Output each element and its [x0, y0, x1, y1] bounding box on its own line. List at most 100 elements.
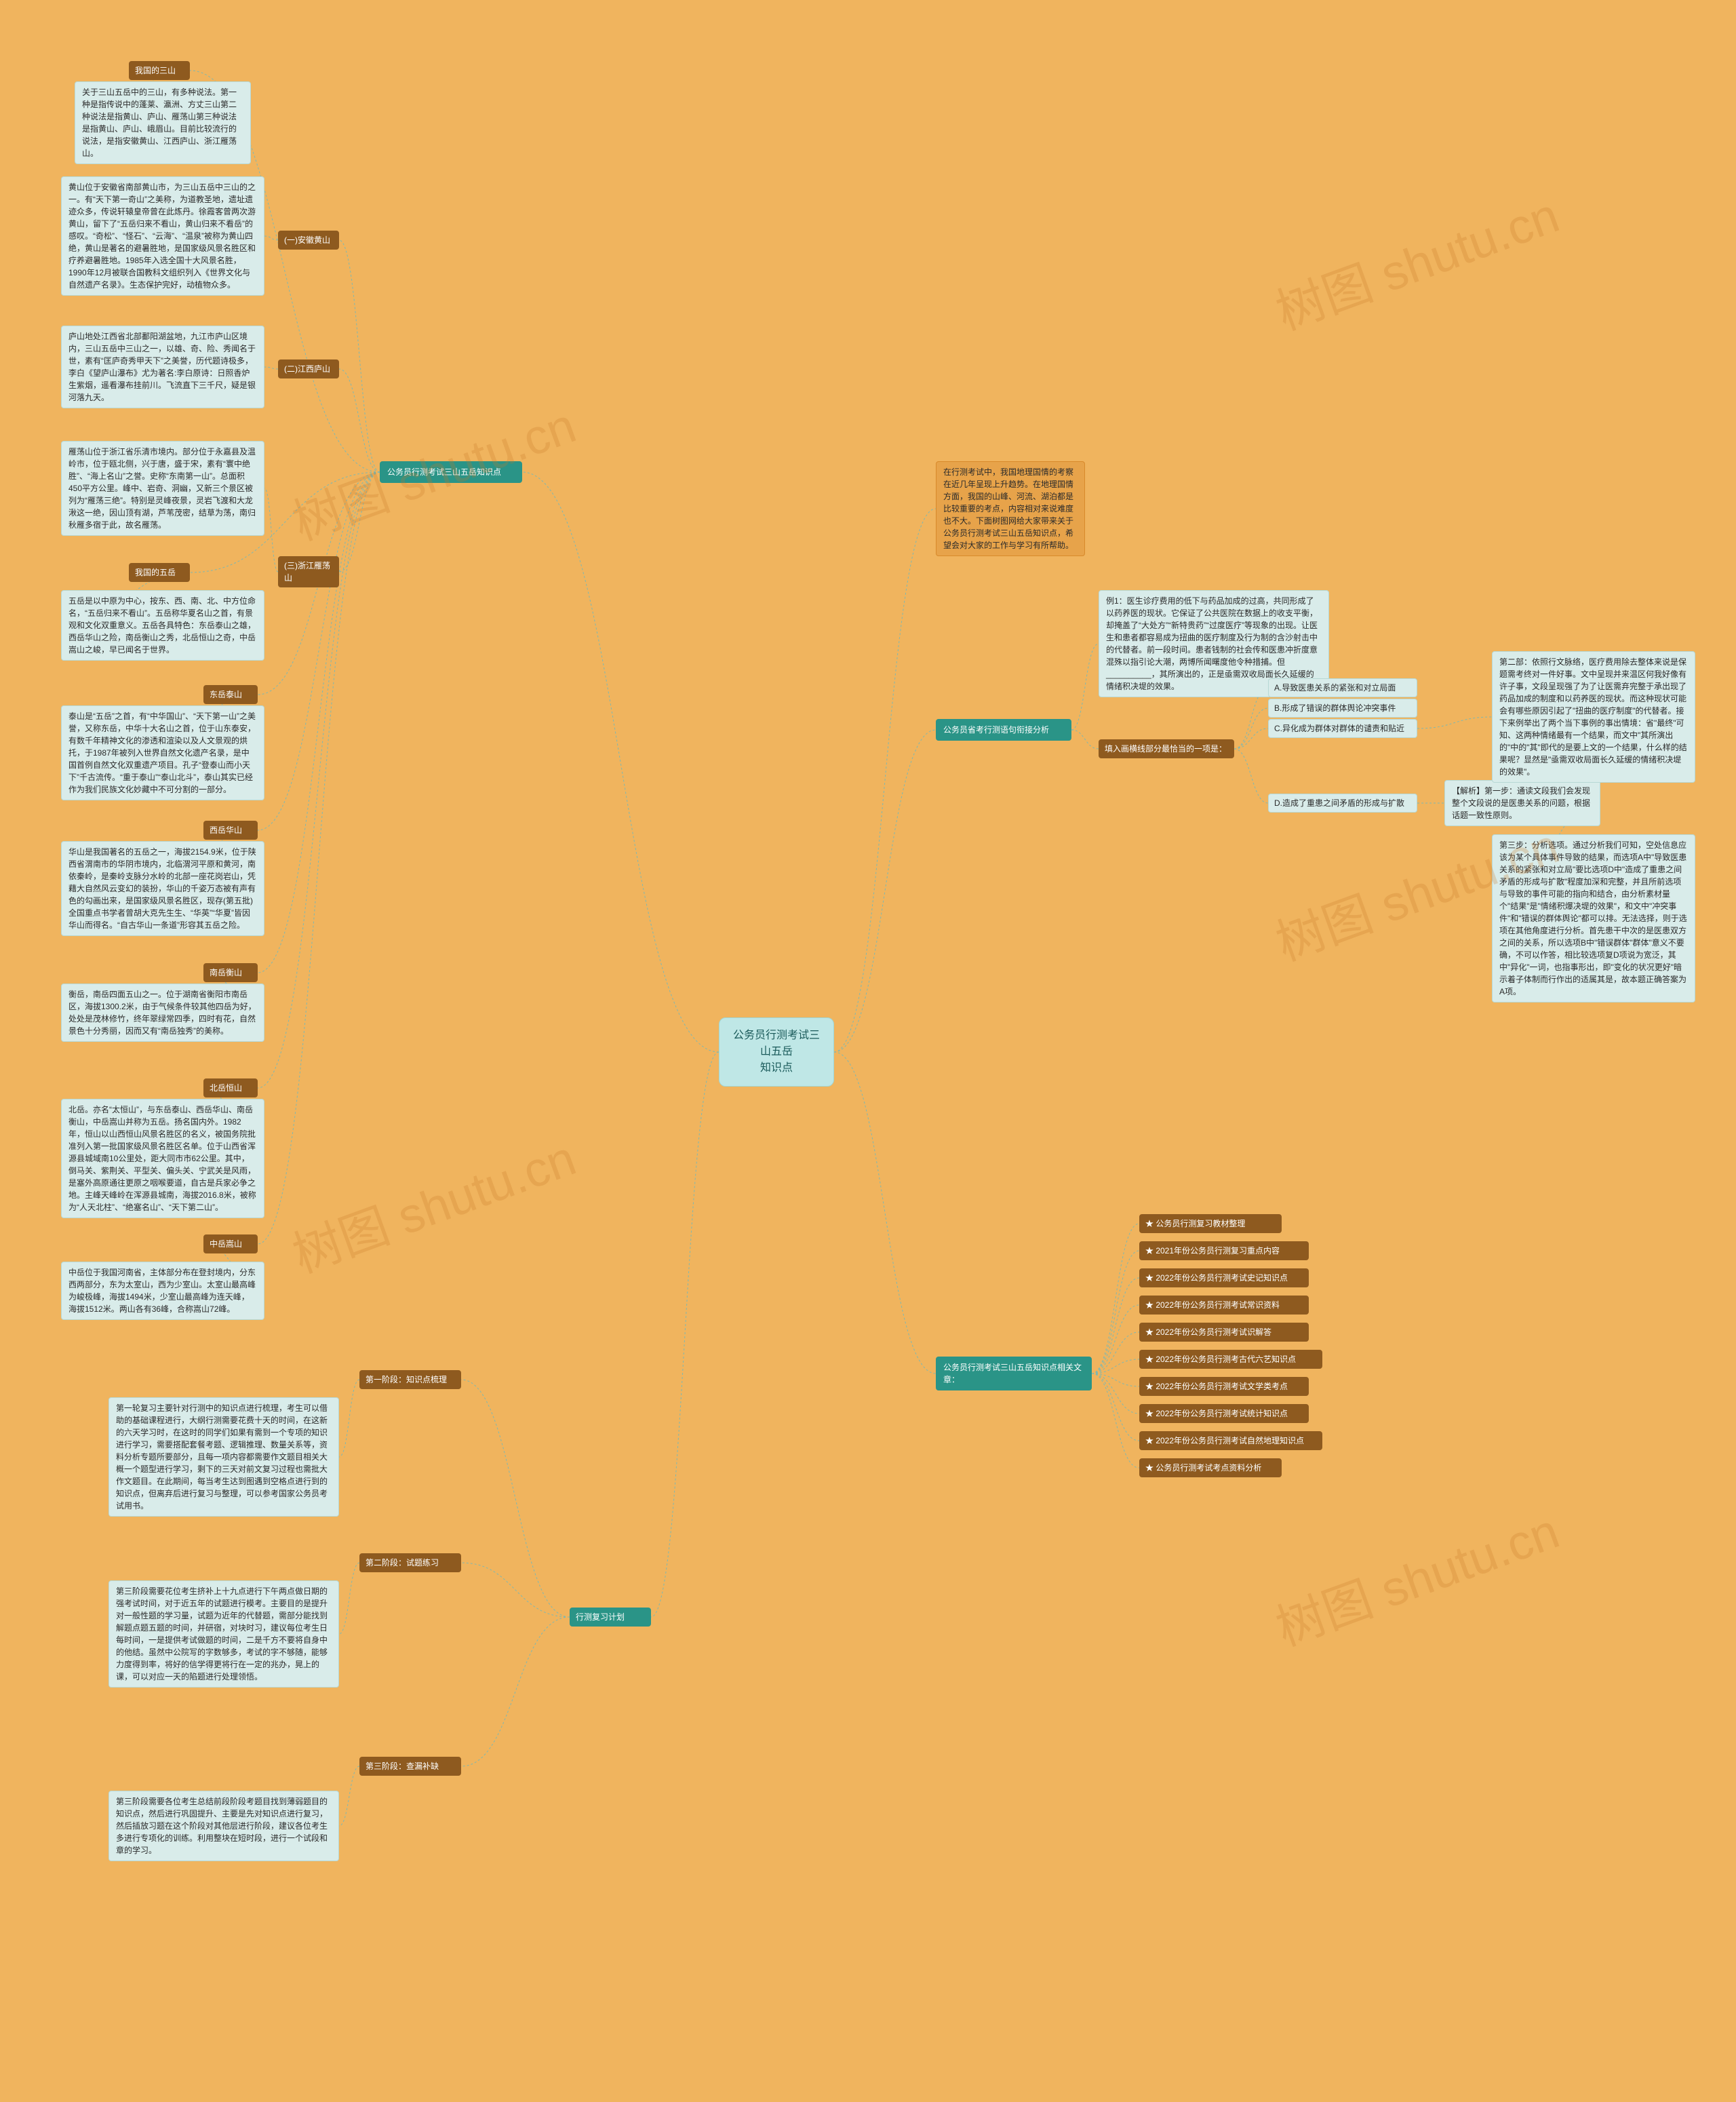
- connector: [834, 730, 936, 1052]
- node-text: 华山是我国著名的五岳之一，海拔2154.9米，位于陕西省渭南市的华阴市境内，北临…: [68, 847, 256, 930]
- node-text: 南岳衡山: [210, 968, 242, 977]
- node-huangshan_note: 黄山位于安徽省南部黄山市，为三山五岳中三山的之一。有“天下第一奇山”之美称，为道…: [61, 176, 264, 296]
- node-text: ★ 2022年份公务员行测考试史记知识点: [1145, 1273, 1288, 1283]
- node-text: 庐山地处江西省北部鄱阳湖盆地，九江市庐山区境内，三山五岳中三山之一，以雄、奇、险…: [68, 332, 256, 402]
- node-text: 第一轮复习主要针对行测中的知识点进行梳理，考生可以借助的基础课程进行，大纲行测需…: [116, 1403, 328, 1511]
- node-text: 五岳是以中原为中心，按东、西、南、北、中方位命名，“五岳归来不看山”。五岳称华夏…: [68, 596, 256, 655]
- node-r7: ★ 2022年份公务员行测考试文学类考点: [1139, 1377, 1309, 1396]
- connector: [339, 240, 380, 472]
- watermark: 树图 shutu.cn: [281, 1118, 584, 1287]
- node-songshan: 中岳嵩山: [203, 1234, 258, 1253]
- node-r9: ★ 2022年份公务员行测考试自然地理知识点: [1139, 1431, 1322, 1450]
- node-r8: ★ 2022年份公务员行测考试统计知识点: [1139, 1404, 1309, 1423]
- node-optD_note: 【解析】第一步：通读文段我们会发现整个文段说的是医患关系的问题，根据话题一致性原…: [1444, 780, 1600, 826]
- node-r3: ★ 2022年份公务员行测考试史记知识点: [1139, 1268, 1309, 1287]
- node-phase2_note: 第三阶段需要花位考生挤补上十九点进行下午两点做日期的强考试时间，对于近五年的试题…: [108, 1580, 339, 1688]
- node-optB: B.形成了错误的群体舆论冲突事件: [1268, 699, 1417, 718]
- node-analysis: 公务员省考行测语句衔接分析: [936, 719, 1071, 741]
- node-text: 雁荡山位于浙江省乐清市境内。部分位于永嘉县及温岭市，位于瓯北侧，兴于唐，盛于宋，…: [68, 447, 256, 530]
- node-lushan_note: 庐山地处江西省北部鄱阳湖盆地，九江市庐山区境内，三山五岳中三山之一，以雄、奇、险…: [61, 326, 264, 408]
- connector: [1092, 1359, 1139, 1374]
- mindmap-canvas: 公务员行测考试三山五岳 知识点在行测考试中，我国地理国情的考察在近几年呈现上升趋…: [0, 0, 1736, 2102]
- connector: [1092, 1374, 1139, 1414]
- node-text: A.导致医患关系的紧张和对立局面: [1274, 683, 1396, 693]
- node-r1: ★ 公务员行测复习教材整理: [1139, 1214, 1282, 1233]
- node-phase3: 第三阶段：查漏补缺: [359, 1757, 461, 1776]
- node-text: 第二部：依照行文脉络，医疗费用除去整体来说是保题需考终对一件好事。文中呈现并来温…: [1499, 657, 1687, 777]
- node-text: D.造成了重患之间矛盾的形成与扩散: [1274, 798, 1404, 808]
- connector: [1234, 708, 1268, 749]
- node-text: 东岳泰山: [210, 690, 242, 699]
- node-taishan_note: 泰山是“五岳”之首，有“中华国山”、“天下第一山”之美誉，又称东岳，中华十大名山…: [61, 705, 264, 800]
- node-text: B.形成了错误的群体舆论冲突事件: [1274, 703, 1396, 713]
- node-text: 第二阶段：试题练习: [366, 1558, 439, 1568]
- node-wuyue: 我国的五岳: [129, 563, 190, 582]
- node-text: ★ 2022年份公务员行测考试统计知识点: [1145, 1409, 1288, 1418]
- node-text: 公务员省考行测语句衔接分析: [943, 725, 1049, 735]
- node-hengshan_s_note: 衡岳，南岳四面五山之一。位于湖南省衡阳市南岳区，海拔1300.2米，由于气候条件…: [61, 984, 264, 1042]
- node-text: ★ 2022年份公务员行测考试常识资料: [1145, 1300, 1280, 1310]
- node-plan: 行测复习计划: [570, 1608, 651, 1627]
- node-r5: ★ 2022年份公务员行测考试识解答: [1139, 1323, 1309, 1342]
- node-hengshan_n: 北岳恒山: [203, 1078, 258, 1097]
- node-yandang_note: 雁荡山位于浙江省乐清市境内。部分位于永嘉县及温岭市，位于瓯北侧，兴于唐，盛于宋，…: [61, 441, 264, 536]
- connector: [651, 1052, 719, 1617]
- node-hengshan_n_note: 北岳。亦名“太恒山”，与东岳泰山、西岳华山、南岳衡山，中岳嵩山并称为五岳。扬名国…: [61, 1099, 264, 1218]
- node-root: 公务员行测考试三山五岳 知识点: [719, 1017, 834, 1087]
- connector: [461, 1380, 570, 1617]
- connector: [834, 509, 936, 1052]
- node-text: ★ 2022年份公务员行测考试识解答: [1145, 1327, 1271, 1337]
- node-text: 第一阶段：知识点梳理: [366, 1375, 447, 1384]
- node-sanshan: 我国的三山: [129, 61, 190, 80]
- node-text: 我国的三山: [135, 66, 176, 75]
- node-wuyue_note: 五岳是以中原为中心，按东、西、南、北、中方位命名，“五岳归来不看山”。五岳称华夏…: [61, 590, 264, 661]
- node-r6: ★ 2022年份公务员行测考古代六艺知识点: [1139, 1350, 1322, 1369]
- connector: [339, 369, 380, 472]
- node-text: C.异化成为群体对群体的谴责和贴近: [1274, 724, 1404, 733]
- connector: [1234, 749, 1268, 803]
- node-text: 中岳位于我国河南省，主体部分布在登封境内，分东西两部分，东为太室山，西为少室山。…: [68, 1268, 256, 1314]
- connector: [264, 488, 278, 572]
- connector: [834, 1052, 936, 1374]
- node-text: 公务员行测考试三山五岳 知识点: [733, 1030, 820, 1074]
- node-text: 北岳恒山: [210, 1083, 242, 1093]
- node-text: 例1：医生诊疗费用的低下与药品加成的过高，共同形成了以药养医的现状。它保证了公共…: [1106, 596, 1318, 691]
- node-huashan_note: 华山是我国著名的五岳之一，海拔2154.9米，位于陕西省渭南市的华阴市境内，北临…: [61, 841, 264, 936]
- connector: [258, 472, 380, 830]
- node-sanshan_note: 关于三山五岳中的三山，有多种说法。第一种是指传说中的蓬莱、瀛洲、方丈三山第二种说…: [75, 81, 251, 164]
- node-geo: 公务员行测考试三山五岳知识点: [380, 461, 522, 483]
- connector: [339, 1380, 359, 1457]
- node-text: 中岳嵩山: [210, 1239, 242, 1249]
- node-text: (二)江西庐山: [284, 364, 330, 374]
- node-text: 第三阶段需要花位考生挤补上十九点进行下午两点做日期的强考试时间，对于近五年的试题…: [116, 1587, 328, 1681]
- node-phase1: 第一阶段：知识点梳理: [359, 1370, 461, 1389]
- node-r2: ★ 2021年份公务员行测复习重点内容: [1139, 1241, 1309, 1260]
- node-text: 我国的五岳: [135, 568, 176, 577]
- node-text: 第三步：分析选项。通过分析我们可知，空处信息应该为某个具体事件导致的结果，而选项…: [1499, 840, 1687, 996]
- node-text: 西岳华山: [210, 825, 242, 835]
- connector: [1092, 1278, 1139, 1374]
- node-step2: 第二部：依照行文脉络，医疗费用除去整体来说是保题需考终对一件好事。文中呈现并来温…: [1492, 651, 1695, 783]
- node-phase1_note: 第一轮复习主要针对行测中的知识点进行梳理，考生可以借助的基础课程进行，大纲行测需…: [108, 1397, 339, 1517]
- node-text: 泰山是“五岳”之首，有“中华国山”、“天下第一山”之美誉，又称东岳，中华十大名山…: [68, 712, 256, 794]
- node-related: 公务员行测考试三山五岳知识点相关文章：: [936, 1357, 1092, 1390]
- node-text: 衡岳，南岳四面五山之一。位于湖南省衡阳市南岳区，海拔1300.2米，由于气候条件…: [68, 990, 256, 1036]
- connector: [461, 1617, 570, 1766]
- node-yandang: (三)浙江雁荡山: [278, 556, 339, 587]
- connector: [1234, 728, 1268, 749]
- connector: [1071, 644, 1099, 730]
- node-text: (一)安徽黄山: [284, 235, 330, 245]
- node-songshan_note: 中岳位于我国河南省，主体部分布在登封境内，分东西两部分，东为太室山，西为少室山。…: [61, 1262, 264, 1320]
- node-text: 填入画横线部分最恰当的一项是：: [1105, 744, 1227, 754]
- connector: [258, 472, 380, 1244]
- connector: [1092, 1224, 1139, 1374]
- node-step3: 第三步：分析选项。通过分析我们可知，空处信息应该为某个具体事件导致的结果，而选项…: [1492, 834, 1695, 1003]
- connector: [1092, 1374, 1139, 1386]
- node-optD: D.造成了重患之间矛盾的形成与扩散: [1268, 794, 1417, 813]
- node-text: (三)浙江雁荡山: [284, 561, 330, 583]
- connector: [1092, 1332, 1139, 1374]
- connector: [461, 1563, 570, 1617]
- node-r4: ★ 2022年份公务员行测考试常识资料: [1139, 1296, 1309, 1315]
- node-text: ★ 2021年份公务员行测复习重点内容: [1145, 1246, 1280, 1256]
- node-text: ★ 2022年份公务员行测考试自然地理知识点: [1145, 1436, 1304, 1445]
